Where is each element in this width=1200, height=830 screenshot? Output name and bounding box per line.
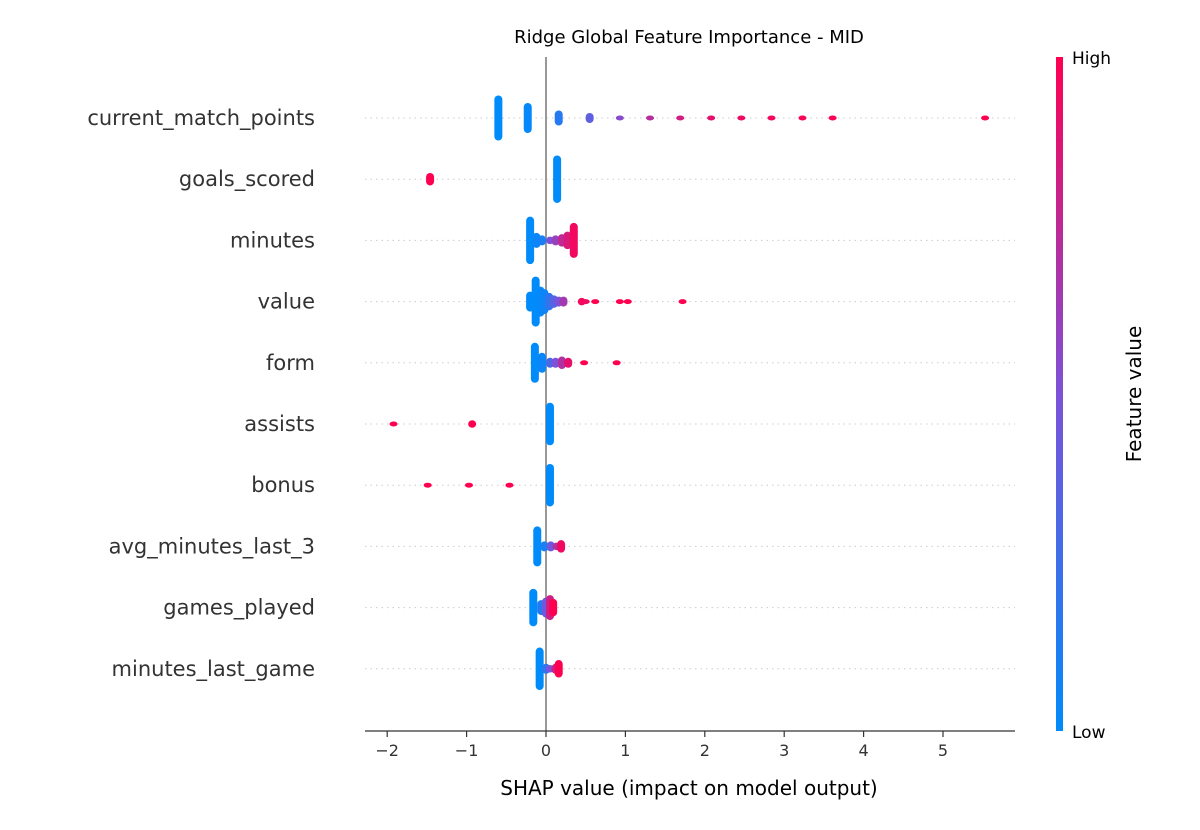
x-axis-ticks: −2 −1 0 1 2 3 4 5	[375, 731, 948, 760]
x-axis-label: SHAP value (impact on model output)	[500, 776, 877, 800]
feature-label: games_played	[163, 596, 315, 621]
shap-point	[557, 356, 566, 370]
shap-point	[623, 299, 632, 305]
shap-point	[707, 115, 716, 121]
shap-point	[798, 115, 807, 121]
shap-point	[529, 588, 538, 627]
shap-point	[564, 357, 573, 368]
x-tick-label: 4	[859, 741, 869, 760]
feature-label: avg_minutes_last_3	[109, 534, 315, 559]
shap-points	[389, 95, 990, 691]
shap-point	[423, 482, 432, 488]
shap-point	[526, 216, 535, 265]
shap-point	[981, 115, 990, 121]
shap-point	[549, 598, 558, 617]
feature-label: assists	[244, 412, 315, 436]
shap-point	[767, 115, 776, 121]
shap-point	[538, 235, 547, 246]
shap-point	[554, 660, 563, 678]
x-tick-label: −2	[375, 741, 399, 760]
shap-point	[545, 402, 554, 446]
x-tick-label: 3	[779, 741, 789, 760]
feature-label: bonus	[251, 473, 315, 497]
shap-point	[557, 540, 566, 553]
colorbar-low-label: Low	[1072, 723, 1106, 743]
feature-label: value	[258, 290, 315, 314]
colorbar-title: Feature value	[1122, 326, 1146, 463]
shap-point	[530, 342, 539, 383]
x-tick-label: −1	[455, 741, 479, 760]
shap-point	[828, 115, 837, 121]
feature-label: minutes_last_game	[112, 657, 315, 682]
shap-point	[551, 357, 560, 368]
shap-point	[678, 299, 687, 305]
shap-point	[389, 421, 398, 427]
shap-point	[615, 115, 624, 121]
shap-point	[580, 360, 589, 366]
shap-point	[546, 541, 555, 552]
row-gridlines	[365, 117, 1015, 670]
shap-point	[591, 299, 600, 305]
shap-point	[494, 95, 503, 141]
colorbar	[1056, 57, 1063, 731]
shap-point	[559, 296, 568, 307]
feature-label: goals_scored	[179, 167, 315, 192]
feature-label: current_match_points	[87, 106, 315, 131]
feature-label: minutes	[230, 228, 315, 252]
shap-point	[545, 463, 554, 507]
feature-label: form	[266, 351, 315, 375]
x-tick-label: 2	[700, 741, 710, 760]
shap-point	[538, 352, 547, 373]
shap-point	[646, 115, 655, 121]
shap-point	[551, 235, 560, 246]
shap-point	[581, 299, 590, 305]
chart-title: Ridge Global Feature Importance - MID	[514, 27, 864, 48]
shap-point	[426, 172, 435, 186]
shap-point	[553, 155, 562, 203]
shap-point	[533, 526, 542, 567]
shap-point	[615, 299, 624, 305]
colorbar-high-label: High	[1072, 49, 1111, 69]
shap-point	[585, 113, 594, 123]
shap-point	[468, 420, 477, 428]
shap-point	[532, 232, 541, 248]
shap-point	[464, 482, 473, 488]
x-tick-label: 5	[938, 741, 948, 760]
shap-point	[535, 647, 544, 691]
shap-point	[676, 115, 685, 121]
shap-point	[523, 103, 532, 133]
shap-point	[569, 222, 578, 258]
x-tick-label: 0	[541, 741, 551, 760]
x-tick-label: 1	[620, 741, 630, 760]
shap-point	[563, 231, 572, 250]
shap-point	[737, 115, 746, 121]
shap-point	[554, 110, 563, 126]
shap-point	[505, 482, 514, 488]
shap-point	[540, 541, 549, 552]
shap-point	[612, 360, 621, 366]
